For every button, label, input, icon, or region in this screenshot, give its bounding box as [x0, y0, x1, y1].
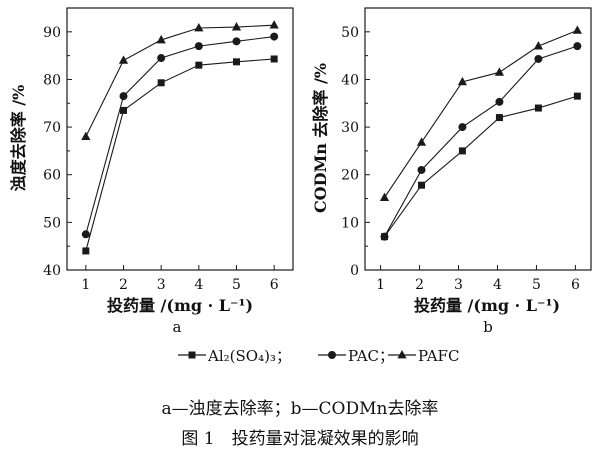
plot-frame	[364, 7, 592, 271]
y-tick-label: 40	[341, 72, 359, 88]
x-tick-label: 4	[493, 277, 502, 293]
data-point	[458, 147, 466, 155]
data-point	[379, 192, 390, 201]
data-point	[195, 61, 203, 69]
data-point	[494, 67, 505, 76]
x-tick-label: 1	[376, 277, 385, 293]
data-point	[417, 165, 426, 174]
chart-panel-b: 1 2 3 4 5 6 0 10 20 30 40 50 投药量 /(mg · L⁻¹) CODMn 去除…	[311, 7, 592, 336]
data-point	[495, 97, 504, 106]
sub-caption: a—浊度去除率；b—CODMn去除率	[161, 399, 439, 419]
data-point	[573, 92, 581, 100]
panel-label: a	[173, 318, 182, 336]
y-tick-label: 10	[341, 215, 359, 231]
series-triangle	[379, 25, 582, 201]
x-tick-label: 1	[81, 277, 90, 293]
y-tick-label: 0	[350, 263, 359, 279]
series-line	[85, 24, 275, 137]
data-point	[270, 32, 279, 41]
data-point	[416, 137, 427, 146]
data-point	[495, 114, 503, 122]
data-point	[120, 106, 127, 114]
data-point	[270, 55, 278, 63]
data-point	[458, 123, 467, 132]
data-point	[194, 42, 203, 51]
y-tick-label: 50	[341, 25, 359, 41]
figure-caption: 图 1 投药量对混凝效果的影响	[181, 429, 419, 449]
data-point	[534, 104, 542, 112]
x-axis-label: 投药量 /(mg · L⁻¹)	[414, 296, 560, 315]
data-point	[156, 34, 166, 44]
legend-marker	[397, 350, 407, 359]
data-point	[118, 55, 129, 64]
data-point	[533, 41, 543, 50]
y-tick-label: 30	[341, 120, 359, 136]
data-point	[81, 230, 90, 239]
y-tick-label: 20	[341, 168, 359, 184]
chart-legend: Al₂(SO₄)₃； PAC； PAFC	[178, 347, 459, 365]
chart-panel-a: 1 2 3 4 5 6 40 50 60 70 80 90 投药量 /(mg · L⁻¹) 浊度去除率 /…	[9, 7, 294, 336]
series-circle	[380, 42, 582, 241]
legend-label-pafc: PAFC	[418, 347, 459, 365]
data-point	[81, 131, 91, 141]
data-point	[418, 181, 425, 189]
y-axis-label: CODMn 去除率 /%	[311, 63, 330, 213]
data-point	[233, 58, 240, 66]
data-point	[380, 232, 389, 241]
x-tick-label: 3	[454, 277, 463, 293]
legend-marker	[188, 351, 196, 359]
series-line	[384, 95, 578, 237]
y-tick-label: 80	[43, 72, 61, 88]
x-tick-label: 2	[119, 277, 128, 293]
x-tick-label: 5	[232, 277, 241, 293]
y-tick-label: 40	[43, 263, 61, 279]
legend-label-pac: PAC；	[348, 347, 394, 365]
data-point	[232, 37, 241, 46]
x-tick-label: 3	[157, 277, 166, 293]
series-triangle	[81, 20, 279, 141]
series-line	[384, 45, 578, 237]
data-point	[534, 54, 543, 63]
y-axis-label: 浊度去除率 /%	[9, 85, 28, 192]
legend-text: Al₂(SO₄)₃； PAC； PAFC	[207, 347, 459, 365]
series-line	[85, 58, 275, 252]
plot-frame	[66, 7, 294, 271]
data-point	[157, 54, 166, 63]
data-point	[572, 25, 582, 34]
data-point	[157, 79, 165, 87]
panel-label: b	[483, 318, 493, 336]
series-circle	[81, 32, 279, 239]
x-tick-label: 2	[415, 277, 424, 293]
legend-marker	[328, 351, 336, 359]
y-tick-label: 60	[43, 168, 61, 184]
data-point	[119, 92, 128, 101]
data-point	[231, 22, 242, 31]
x-tick-label: 4	[194, 277, 203, 293]
data-point	[82, 247, 90, 255]
y-tick-label: 50	[43, 215, 61, 231]
legend-label-al: Al₂(SO₄)₃；	[207, 347, 291, 365]
series-line	[384, 29, 578, 198]
series-line	[85, 36, 275, 235]
x-tick-label: 6	[270, 277, 279, 293]
y-tick-label: 90	[43, 25, 61, 41]
data-point	[269, 20, 279, 29]
data-point	[194, 23, 204, 32]
x-tick-label: 5	[532, 277, 541, 293]
x-axis-label: 投药量 /(mg · L⁻¹)	[107, 296, 253, 315]
x-tick-label: 6	[571, 277, 580, 293]
data-point	[457, 76, 468, 86]
data-point	[573, 42, 582, 51]
series-square	[82, 55, 278, 255]
y-tick-label: 70	[43, 120, 61, 136]
